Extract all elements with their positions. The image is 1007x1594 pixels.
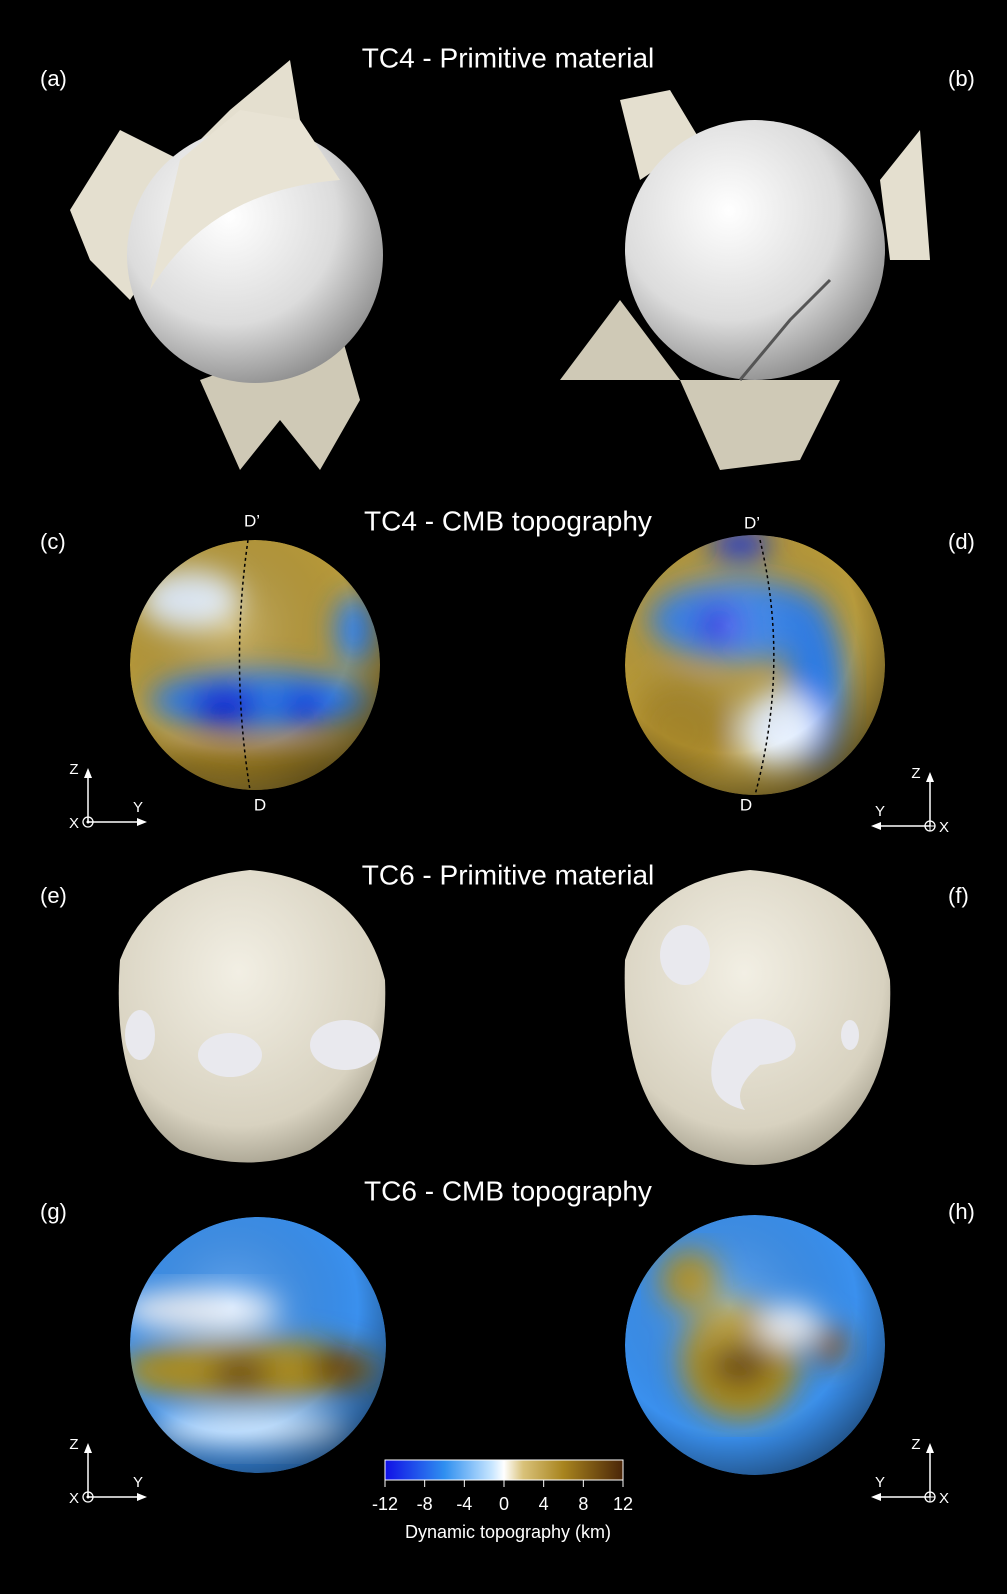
shape	[620, 90, 930, 260]
colorbar-tick-label: 4	[539, 1494, 549, 1514]
panel-label: (a)	[40, 66, 67, 91]
axes-glyphs: Z Y X Z Y X Z Y X Z Y X	[69, 761, 949, 1507]
panel-label: (c)	[40, 529, 66, 554]
shape	[711, 1018, 796, 1110]
colorbar-label: Dynamic topography (km)	[405, 1522, 611, 1542]
panel-c	[130, 540, 380, 790]
panel-label: (e)	[40, 883, 67, 908]
colorbar-tick-label: 8	[578, 1494, 588, 1514]
shape	[125, 1010, 155, 1060]
shape	[560, 300, 840, 470]
panel-labels: (a) (b) (c) (d) (e) (f) (g) (h)	[40, 66, 975, 1224]
axis-arrow	[137, 1493, 147, 1501]
shape	[625, 535, 885, 795]
axis-label: Y	[875, 803, 885, 820]
colorbar-tick-label: -12	[372, 1494, 398, 1514]
axis-arrow	[926, 1443, 934, 1453]
shape	[130, 540, 380, 790]
axis-origin	[925, 1492, 935, 1502]
shape	[238, 540, 251, 790]
axis-label: X	[69, 1490, 79, 1507]
axis-label: X	[69, 815, 79, 832]
marker: D	[254, 795, 266, 814]
axis-label: Y	[133, 1474, 143, 1491]
colorbar-tick-label: -4	[456, 1494, 472, 1514]
row-title: TC6 - CMB topography	[364, 1175, 652, 1206]
axis-arrow	[926, 772, 934, 782]
row-title: TC4 - Primitive material	[362, 42, 654, 73]
colorbar-tick-label: 0	[499, 1494, 509, 1514]
row-title: TC6 - Primitive material	[362, 859, 654, 890]
panel-label: (f)	[948, 883, 969, 908]
colorbar-tick-label: -8	[417, 1494, 433, 1514]
axis-arrow	[137, 818, 147, 826]
panel-g	[130, 1217, 386, 1473]
panel-label: (b)	[948, 66, 975, 91]
axis-origin	[82, 816, 94, 828]
colorbar-scale	[384, 1459, 624, 1481]
panel-label: (g)	[40, 1199, 67, 1224]
axis-label: Z	[911, 1436, 920, 1453]
shape	[625, 120, 885, 380]
panel-h	[625, 1215, 885, 1475]
axis-origin	[86, 1495, 90, 1499]
panel-a	[70, 60, 383, 470]
axis-origin	[86, 820, 90, 824]
axis-label: Y	[133, 799, 143, 816]
axis-label: Z	[69, 761, 78, 778]
shape	[754, 539, 775, 795]
shape	[738, 278, 832, 381]
panel-b	[560, 90, 930, 470]
axis-arrow	[871, 822, 881, 830]
axis-label: Z	[69, 1436, 78, 1453]
panel-f	[624, 870, 891, 1165]
axis-arrow	[871, 1493, 881, 1501]
panel-label: (h)	[948, 1199, 975, 1224]
axis-label: X	[939, 819, 949, 836]
marker: D	[740, 795, 752, 814]
shape	[625, 1215, 885, 1475]
axis-arrow	[84, 1443, 92, 1453]
shape	[660, 925, 710, 985]
axis-label: Z	[911, 765, 920, 782]
shape	[198, 1033, 262, 1077]
axis-label: X	[939, 1490, 949, 1507]
colorbar: Dynamic topography (km) -12 -8 -4 0 4 8 12	[372, 1459, 633, 1542]
axis-origin	[925, 821, 935, 831]
marker: D’	[244, 511, 260, 530]
panel-label: (d)	[948, 529, 975, 554]
shape	[150, 110, 340, 290]
axis-label: Y	[875, 1474, 885, 1491]
shape	[310, 1020, 380, 1070]
panel-e	[118, 870, 386, 1163]
axis-arrow	[84, 768, 92, 778]
shape	[841, 1020, 859, 1050]
shape	[130, 1217, 386, 1473]
panel-d	[625, 535, 885, 795]
shape	[118, 870, 386, 1163]
colorbar-tick-label: 12	[613, 1494, 633, 1514]
section-markers: D’ D D’ D	[244, 511, 760, 814]
marker: D’	[744, 513, 760, 532]
titles: TC4 - Primitive material TC4 - CMB topog…	[362, 42, 654, 1206]
axis-origin	[82, 1491, 94, 1503]
row-title: TC4 - CMB topography	[364, 505, 652, 536]
